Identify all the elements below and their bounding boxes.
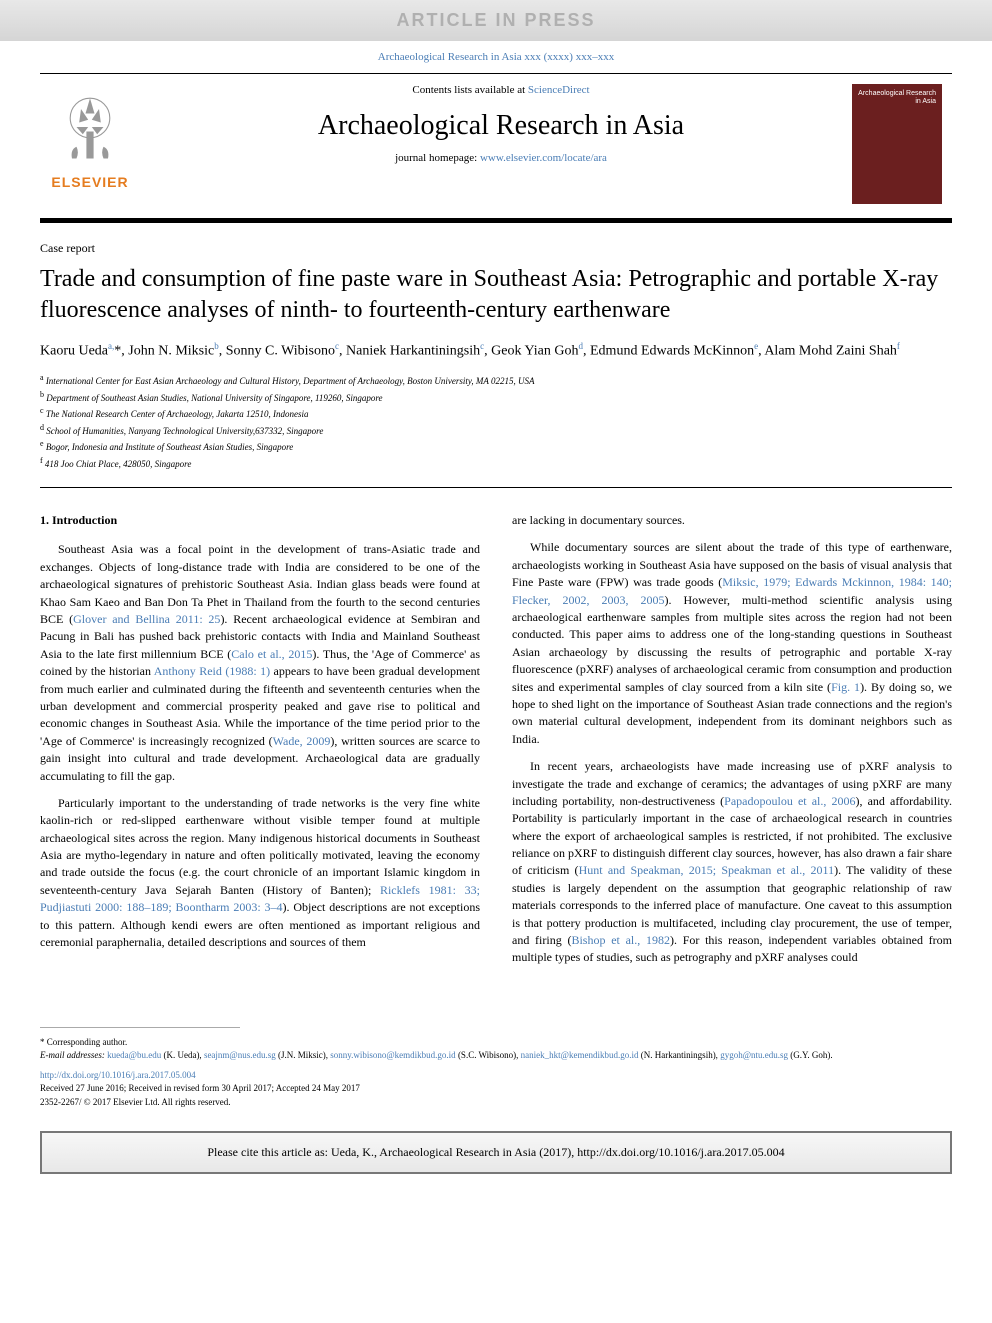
email-link[interactable]: kueda@bu.edu bbox=[107, 1050, 161, 1060]
email-link[interactable]: gygoh@ntu.edu.sg bbox=[720, 1050, 788, 1060]
authors-list: Kaoru Uedaa,*, John N. Miksicb, Sonny C.… bbox=[40, 340, 952, 362]
citation-link[interactable]: Bishop et al., 1982 bbox=[571, 933, 670, 947]
paragraph-cont: are lacking in documentary sources. bbox=[512, 512, 952, 529]
journal-cover-area: Archaeological Research in Asia bbox=[852, 74, 952, 214]
contents-available-line: Contents lists available at ScienceDirec… bbox=[170, 84, 832, 96]
article-content: Case report Trade and consumption of fin… bbox=[0, 223, 992, 987]
affiliations-list: a International Center for East Asian Ar… bbox=[40, 372, 952, 471]
doi-anchor[interactable]: http://dx.doi.org/10.1016/j.ara.2017.05.… bbox=[40, 1070, 196, 1080]
citation-link[interactable]: Hunt and Speakman, 2015; Speakman et al.… bbox=[579, 863, 835, 877]
copyright-line: 2352-2267/ © 2017 Elsevier Ltd. All righ… bbox=[40, 1096, 952, 1110]
paragraph: Southeast Asia was a focal point in the … bbox=[40, 541, 480, 784]
affiliation: e Bogor, Indonesia and Institute of Sout… bbox=[40, 438, 952, 455]
journal-title: Archaeological Research in Asia bbox=[170, 96, 832, 152]
doi-link[interactable]: http://dx.doi.org/10.1016/j.ara.2017.05.… bbox=[40, 1069, 952, 1083]
email-link[interactable]: naniek_hkt@kemendikbud.go.id bbox=[521, 1050, 639, 1060]
journal-homepage-line: journal homepage: www.elsevier.com/locat… bbox=[170, 152, 832, 164]
article-in-press-banner: ARTICLE IN PRESS bbox=[0, 0, 992, 41]
email-addresses: E-mail addresses: kueda@bu.edu (K. Ueda)… bbox=[40, 1049, 952, 1063]
journal-homepage-link[interactable]: www.elsevier.com/locate/ara bbox=[480, 152, 607, 164]
journal-ref-link[interactable]: Archaeological Research in Asia xxx (xxx… bbox=[378, 51, 614, 63]
citation-link[interactable]: Wade, 2009 bbox=[273, 734, 331, 748]
body-columns: 1. Introduction Southeast Asia was a foc… bbox=[40, 512, 952, 977]
elsevier-tree-icon bbox=[40, 82, 140, 172]
affiliation: c The National Research Center of Archae… bbox=[40, 405, 952, 422]
elsevier-wordmark: ELSEVIER bbox=[40, 174, 140, 190]
citation-link[interactable]: Glover and Bellina 2011: 25 bbox=[73, 612, 220, 626]
section-heading: 1. Introduction bbox=[40, 512, 480, 529]
banner-text: ARTICLE IN PRESS bbox=[396, 10, 595, 30]
publisher-logo-area: ELSEVIER bbox=[40, 74, 150, 214]
figure-link[interactable]: Fig. 1 bbox=[831, 680, 860, 694]
affiliation: b Department of Southeast Asian Studies,… bbox=[40, 389, 952, 406]
affiliation: a International Center for East Asian Ar… bbox=[40, 372, 952, 389]
separator-rule bbox=[40, 487, 952, 488]
affiliation: d School of Humanities, Nanyang Technolo… bbox=[40, 422, 952, 439]
affiliation: f 418 Joo Chiat Place, 428050, Singapore bbox=[40, 455, 952, 472]
header-thick-rule bbox=[40, 214, 952, 223]
elsevier-logo[interactable]: ELSEVIER bbox=[40, 82, 140, 202]
journal-reference-line: Archaeological Research in Asia xxx (xxx… bbox=[0, 41, 992, 73]
citation-box: Please cite this article as: Ueda, K., A… bbox=[40, 1131, 952, 1174]
email-link[interactable]: sonny.wibisono@kemdikbud.go.id bbox=[330, 1050, 455, 1060]
paragraph: While documentary sources are silent abo… bbox=[512, 539, 952, 748]
paragraph: Particularly important to the understand… bbox=[40, 795, 480, 952]
citation-link[interactable]: Calo et al., 2015 bbox=[231, 647, 312, 661]
footnote-rule bbox=[40, 1027, 240, 1028]
citation-text: Please cite this article as: Ueda, K., A… bbox=[207, 1145, 784, 1159]
article-type: Case report bbox=[40, 241, 952, 256]
column-right: are lacking in documentary sources. Whil… bbox=[512, 512, 952, 977]
citation-link[interactable]: Anthony Reid (1988: 1) bbox=[154, 664, 270, 678]
journal-header-center: Contents lists available at ScienceDirec… bbox=[150, 74, 852, 214]
journal-header: ELSEVIER Contents lists available at Sci… bbox=[40, 73, 952, 214]
received-dates: Received 27 June 2016; Received in revis… bbox=[40, 1082, 952, 1096]
journal-cover-thumbnail[interactable]: Archaeological Research in Asia bbox=[852, 84, 942, 204]
corresponding-author: * Corresponding author. bbox=[40, 1036, 952, 1050]
paragraph: In recent years, archaeologists have mad… bbox=[512, 758, 952, 967]
article-title: Trade and consumption of fine paste ware… bbox=[40, 264, 952, 326]
citation-link[interactable]: Papadopoulou et al., 2006 bbox=[724, 794, 855, 808]
footer: * Corresponding author. E-mail addresses… bbox=[0, 1036, 992, 1122]
cover-title: Archaeological Research in Asia bbox=[858, 90, 936, 107]
email-link[interactable]: seajnm@nus.edu.sg bbox=[204, 1050, 276, 1060]
sciencedirect-link[interactable]: ScienceDirect bbox=[528, 84, 590, 96]
column-left: 1. Introduction Southeast Asia was a foc… bbox=[40, 512, 480, 977]
